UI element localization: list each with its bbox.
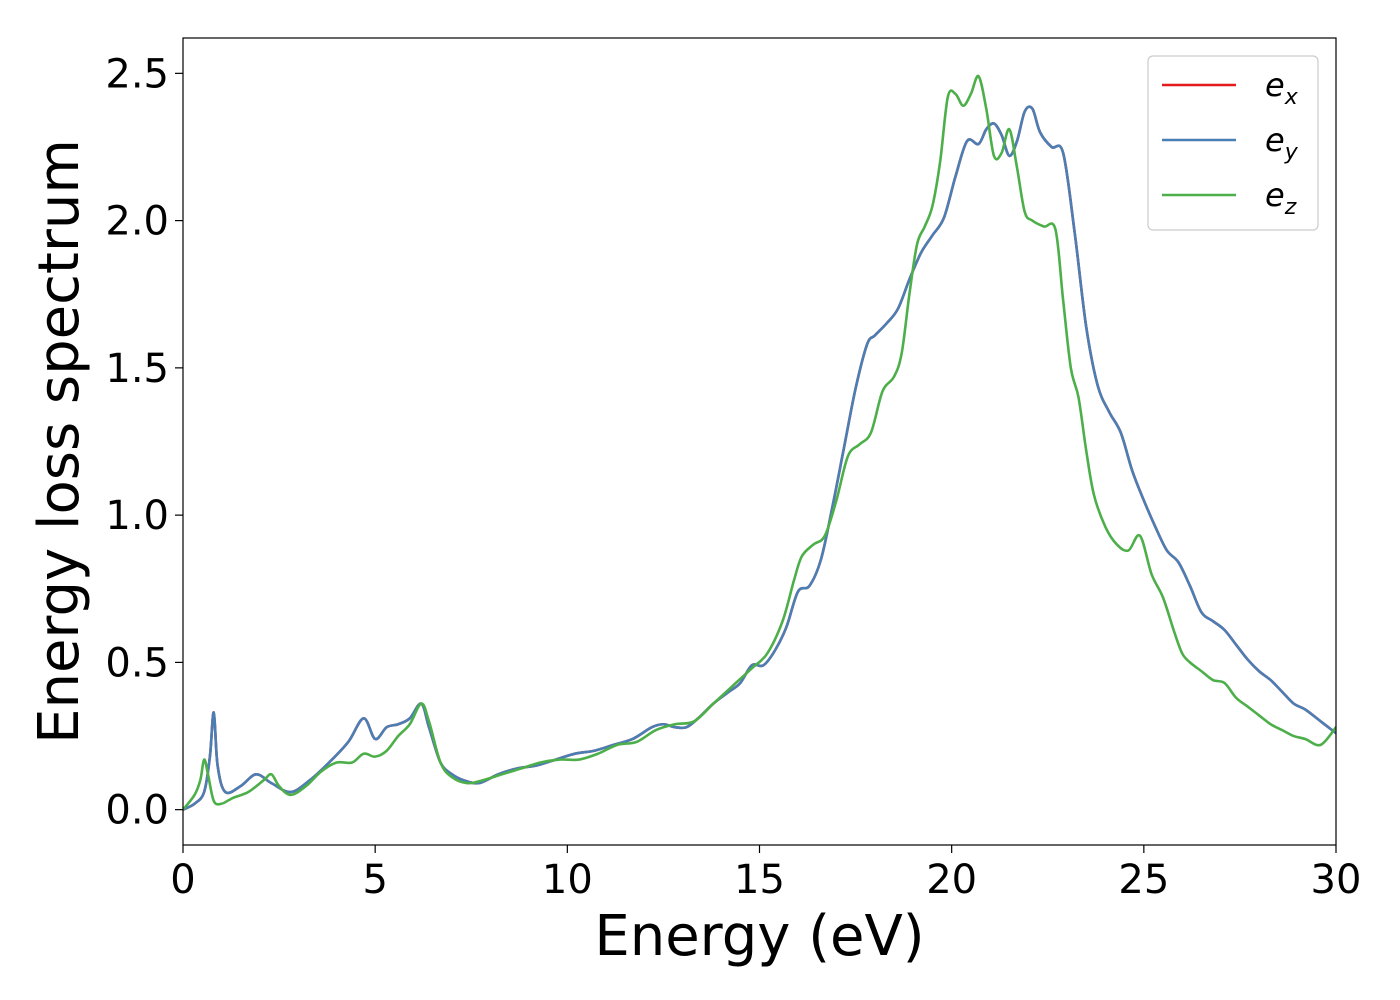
series-line-z [183,74,1336,811]
x-tick-label: 5 [362,857,387,903]
legend-label-subscript: y [1284,140,1299,165]
x-tick-label: 25 [1118,857,1169,903]
x-tick-label: 0 [170,857,195,903]
ticks-layer: 0 5 10 15 20 25 30 0.0 0.5 1.0 1.5 2.0 2.5 [105,51,1361,903]
y-tick-label: 1.0 [105,493,169,539]
legend-label-z: ez [1265,176,1297,220]
legend-box [1147,55,1319,231]
legend-label-base: e [1265,176,1285,214]
y-tick-label: 1.5 [105,346,169,392]
legend-label-subscript: z [1284,195,1297,220]
y-tick-label: 2.5 [105,51,169,97]
x-tick-label: 30 [1311,857,1362,903]
legend-label-base: e [1265,121,1285,159]
legend-label-base: e [1265,66,1285,104]
y-tick-label: 2.0 [105,199,169,245]
legend-label-subscript: x [1284,85,1299,110]
plot-frame [182,37,1337,846]
series-line-y [183,105,1336,811]
y-axis-title: Energy loss spectrum [27,139,92,744]
x-axis-title: Energy (eV) [594,904,924,969]
legend-label-x: ex [1265,66,1299,110]
legend-label-y: ey [1265,121,1299,165]
y-tick-label: 0.5 [105,640,169,686]
x-tick-label: 10 [542,857,593,903]
y-tick-label: 0.0 [105,788,169,834]
series-layer [183,74,1336,811]
x-tick-label: 20 [926,857,977,903]
x-tick-label: 15 [734,857,785,903]
